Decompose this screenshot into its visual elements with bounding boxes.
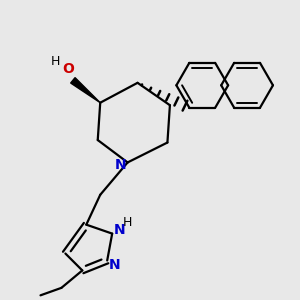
Text: O: O xyxy=(62,62,74,76)
Polygon shape xyxy=(71,78,100,103)
Text: H: H xyxy=(122,216,132,229)
Text: N: N xyxy=(108,259,120,272)
Text: H: H xyxy=(51,55,60,68)
Text: N: N xyxy=(114,158,126,172)
Text: N: N xyxy=(113,223,125,237)
